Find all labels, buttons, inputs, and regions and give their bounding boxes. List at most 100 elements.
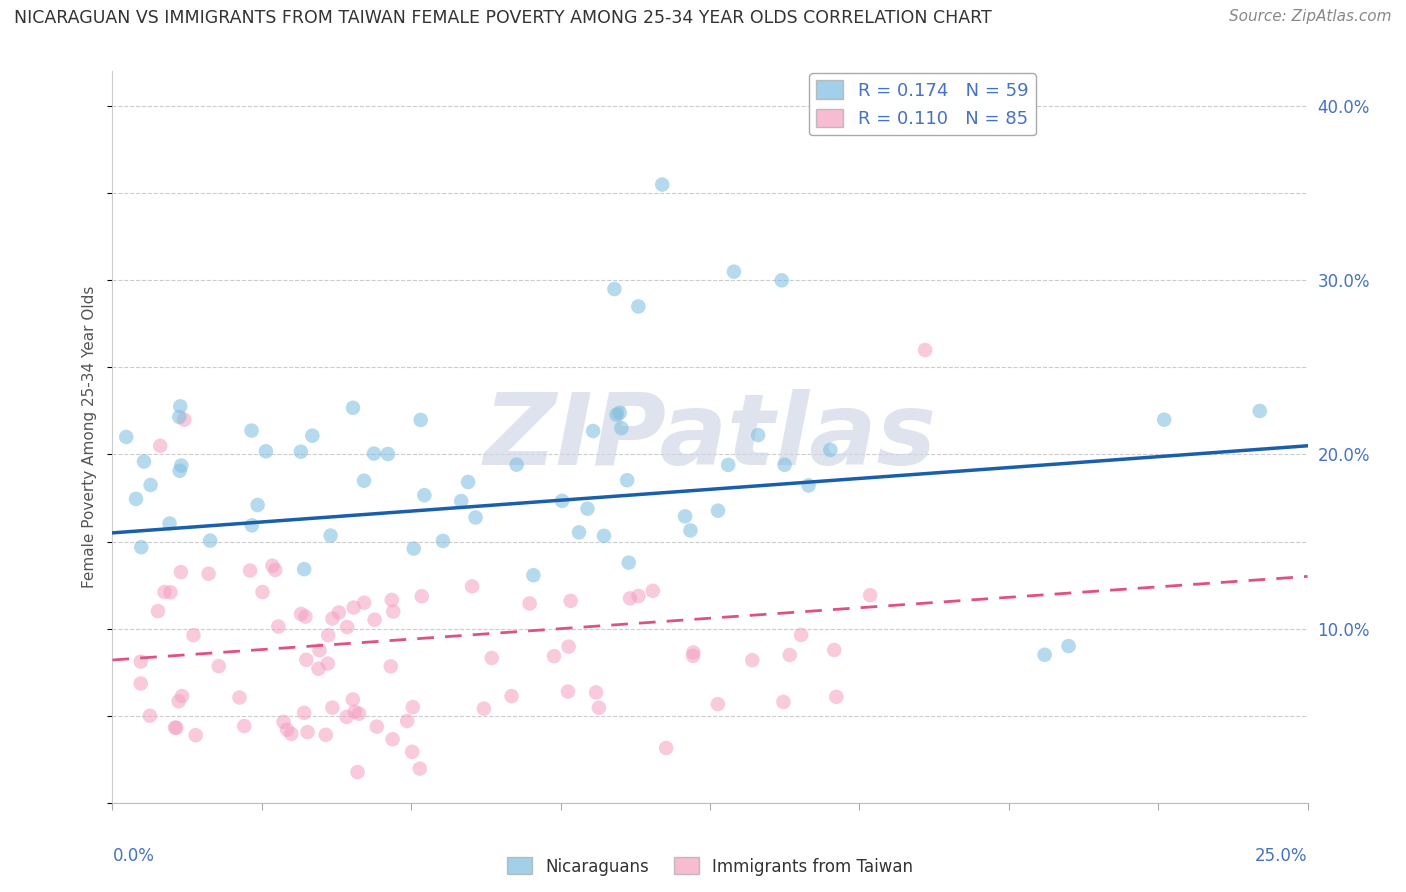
Point	[617, 556, 640, 570]
Point	[240, 424, 263, 438]
Point	[353, 474, 375, 488]
Point	[342, 401, 364, 415]
Point	[382, 604, 405, 618]
Point	[184, 728, 207, 742]
Point	[823, 643, 845, 657]
Point	[198, 533, 221, 548]
Point	[914, 343, 936, 357]
Point	[129, 655, 152, 669]
Point	[125, 491, 148, 506]
Point	[402, 541, 425, 556]
Point	[346, 765, 368, 780]
Point	[149, 439, 172, 453]
Point	[246, 498, 269, 512]
Point	[557, 640, 579, 654]
Point	[616, 473, 638, 487]
Point	[432, 533, 454, 548]
Point	[381, 593, 404, 607]
Point	[132, 454, 155, 468]
Point	[396, 714, 419, 728]
Point	[797, 478, 820, 492]
Point	[163, 721, 186, 735]
Point	[593, 529, 616, 543]
Text: 0.0%: 0.0%	[112, 847, 155, 864]
Point	[343, 705, 366, 719]
Point	[308, 643, 330, 657]
Point	[159, 585, 181, 599]
Text: 25.0%: 25.0%	[1256, 847, 1308, 864]
Point	[159, 516, 181, 531]
Point	[682, 648, 704, 663]
Text: Source: ZipAtlas.com: Source: ZipAtlas.com	[1229, 9, 1392, 24]
Point	[641, 583, 664, 598]
Point	[825, 690, 848, 704]
Point	[747, 428, 769, 442]
Point	[723, 265, 745, 279]
Point	[585, 685, 607, 699]
Point	[380, 659, 402, 673]
Point	[377, 447, 399, 461]
Point	[655, 741, 678, 756]
Y-axis label: Female Poverty Among 25-34 Year Olds: Female Poverty Among 25-34 Year Olds	[82, 286, 97, 588]
Point	[501, 689, 523, 703]
Point	[610, 421, 633, 435]
Point	[409, 762, 432, 776]
Point	[336, 620, 359, 634]
Point	[316, 657, 339, 671]
Point	[170, 565, 193, 579]
Point	[363, 613, 385, 627]
Point	[366, 720, 388, 734]
Point	[481, 651, 503, 665]
Point	[301, 428, 323, 442]
Point	[673, 509, 696, 524]
Point	[464, 510, 486, 524]
Point	[353, 596, 375, 610]
Point	[770, 273, 793, 287]
Point	[682, 645, 704, 659]
Point	[165, 721, 187, 735]
Point	[321, 611, 343, 625]
Point	[292, 706, 315, 720]
Point	[228, 690, 250, 705]
Point	[859, 588, 882, 602]
Point	[679, 524, 702, 538]
Point	[707, 697, 730, 711]
Point	[139, 478, 162, 492]
Point	[276, 723, 298, 737]
Point	[627, 589, 650, 603]
Point	[280, 727, 302, 741]
Point	[401, 745, 423, 759]
Point	[173, 412, 195, 426]
Point	[363, 446, 385, 460]
Point	[1033, 648, 1056, 662]
Point	[605, 408, 627, 422]
Point	[717, 458, 740, 472]
Point	[347, 706, 370, 721]
Point	[772, 695, 794, 709]
Point	[1153, 412, 1175, 426]
Text: NICARAGUAN VS IMMIGRANTS FROM TAIWAN FEMALE POVERTY AMONG 25-34 YEAR OLDS CORREL: NICARAGUAN VS IMMIGRANTS FROM TAIWAN FEM…	[14, 9, 991, 27]
Point	[741, 653, 763, 667]
Point	[319, 528, 342, 542]
Point	[707, 504, 730, 518]
Point	[472, 701, 495, 715]
Legend: Nicaraguans, Immigrants from Taiwan: Nicaraguans, Immigrants from Taiwan	[501, 851, 920, 882]
Point	[336, 710, 359, 724]
Point	[264, 563, 287, 577]
Point	[402, 700, 425, 714]
Point	[129, 540, 152, 554]
Point	[450, 494, 472, 508]
Point	[543, 649, 565, 664]
Point	[560, 594, 582, 608]
Point	[167, 694, 190, 708]
Point	[315, 728, 337, 742]
Point	[381, 732, 404, 747]
Point	[820, 442, 842, 457]
Point	[169, 400, 191, 414]
Point	[1057, 639, 1080, 653]
Point	[568, 525, 591, 540]
Point	[172, 689, 194, 703]
Point	[413, 488, 436, 502]
Point	[316, 628, 339, 642]
Point	[790, 628, 813, 642]
